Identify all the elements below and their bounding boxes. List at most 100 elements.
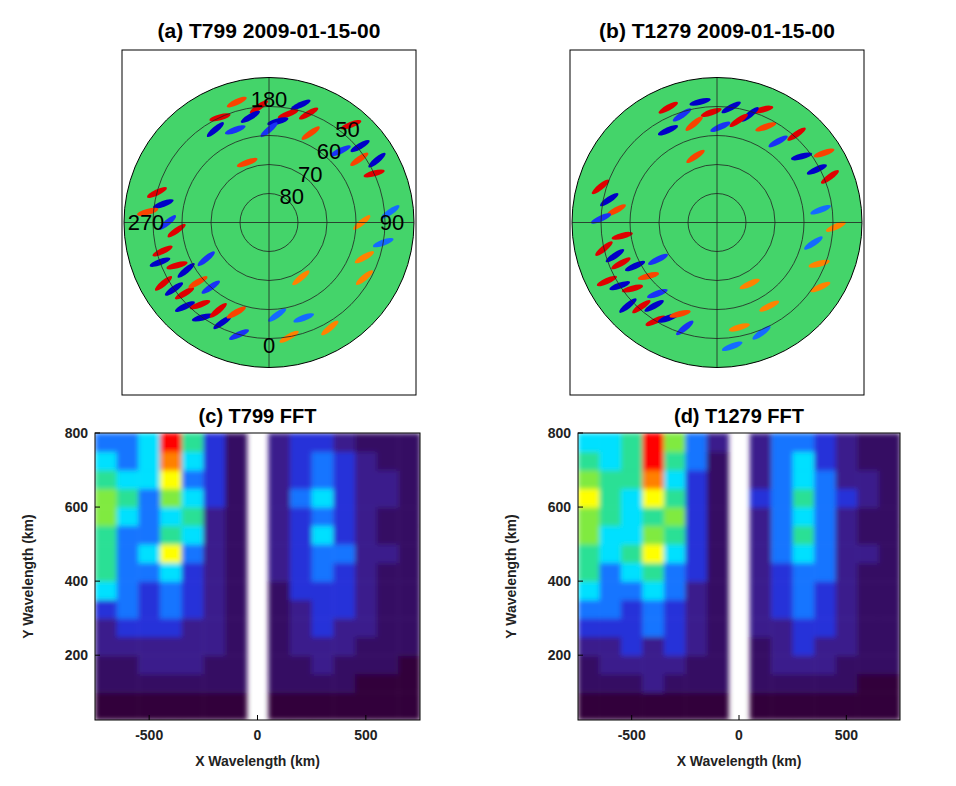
x-tick <box>365 715 366 720</box>
cell <box>160 692 182 720</box>
cell <box>771 452 793 471</box>
cell <box>95 655 117 674</box>
cell <box>95 600 117 619</box>
y-tick-label: 600 <box>65 499 89 515</box>
figure: (a) T799 2009-01-15-0018027090050607080(… <box>0 0 956 786</box>
cell <box>793 600 815 619</box>
cell <box>793 692 815 720</box>
cell <box>160 526 182 545</box>
cell <box>621 507 643 526</box>
cell <box>290 507 312 526</box>
cell <box>398 692 420 720</box>
cell <box>182 581 204 600</box>
meridian <box>572 222 717 223</box>
cell <box>707 655 729 674</box>
graticule <box>124 78 414 368</box>
cell <box>664 655 686 674</box>
wave-streak <box>205 120 226 139</box>
cell <box>599 581 621 600</box>
cell <box>685 563 707 582</box>
cell <box>621 637 643 656</box>
cell <box>771 581 793 600</box>
panel-title: (b) T1279 2009-01-15-00 <box>599 19 835 42</box>
wave-streak <box>738 277 761 291</box>
x-tick-label: 0 <box>254 727 262 743</box>
cell <box>160 507 182 526</box>
cell <box>642 655 664 674</box>
cell <box>621 600 643 619</box>
cell <box>664 452 686 471</box>
longitude-label: 180 <box>251 87 288 112</box>
cell <box>290 674 312 693</box>
heatmap-panel: (c) T799 FFT-5000500200400600800X Wavele… <box>20 405 421 769</box>
cell <box>664 526 686 545</box>
cell <box>879 655 900 674</box>
cell <box>398 618 420 637</box>
cell <box>771 470 793 489</box>
cell <box>312 452 334 471</box>
cell <box>312 563 334 582</box>
cell <box>599 655 621 674</box>
cell <box>160 563 182 582</box>
cell <box>578 526 600 545</box>
cell <box>398 600 420 619</box>
cell <box>95 452 117 471</box>
cell <box>664 507 686 526</box>
cell <box>312 526 334 545</box>
cell <box>599 618 621 637</box>
cell <box>857 489 879 508</box>
cell <box>268 637 290 656</box>
cell <box>312 674 334 693</box>
cell <box>642 452 664 471</box>
cell <box>685 618 707 637</box>
cell <box>814 544 836 563</box>
y-tick-label: 600 <box>548 499 572 515</box>
cell <box>707 433 729 452</box>
cell <box>398 655 420 674</box>
cell <box>355 581 377 600</box>
cell <box>857 452 879 471</box>
cell <box>857 600 879 619</box>
cell <box>333 452 355 471</box>
wave-streak <box>151 244 173 259</box>
cell <box>685 433 707 452</box>
cell <box>225 544 247 563</box>
cell <box>355 692 377 720</box>
cell <box>355 433 377 452</box>
cell <box>203 674 225 693</box>
cell <box>203 433 225 452</box>
cell <box>355 470 377 489</box>
wave-streak <box>819 168 840 186</box>
map-edge <box>572 78 862 368</box>
cell <box>333 433 355 452</box>
cell <box>578 452 600 471</box>
wave-streak <box>803 234 825 251</box>
cell <box>578 544 600 563</box>
cell <box>182 452 204 471</box>
x-tick-label: -500 <box>618 727 646 743</box>
cell <box>750 655 772 674</box>
cell <box>578 507 600 526</box>
cell <box>355 600 377 619</box>
cell <box>138 544 160 563</box>
plot-frame <box>95 433 420 720</box>
cell <box>182 563 204 582</box>
cell <box>771 655 793 674</box>
cell <box>814 692 836 720</box>
cell <box>377 692 399 720</box>
wave-streak <box>367 151 388 170</box>
cell <box>664 618 686 637</box>
cell <box>182 544 204 563</box>
cell <box>793 433 815 452</box>
cell <box>879 637 900 656</box>
cell <box>578 433 600 452</box>
longitude-label: 270 <box>128 210 165 235</box>
cell <box>814 655 836 674</box>
cell <box>398 563 420 582</box>
cell <box>707 470 729 489</box>
cell <box>377 544 399 563</box>
map-panel: (a) T799 2009-01-15-0018027090050607080 <box>122 19 416 395</box>
cell <box>160 489 182 508</box>
cell <box>707 674 729 693</box>
cell <box>793 655 815 674</box>
